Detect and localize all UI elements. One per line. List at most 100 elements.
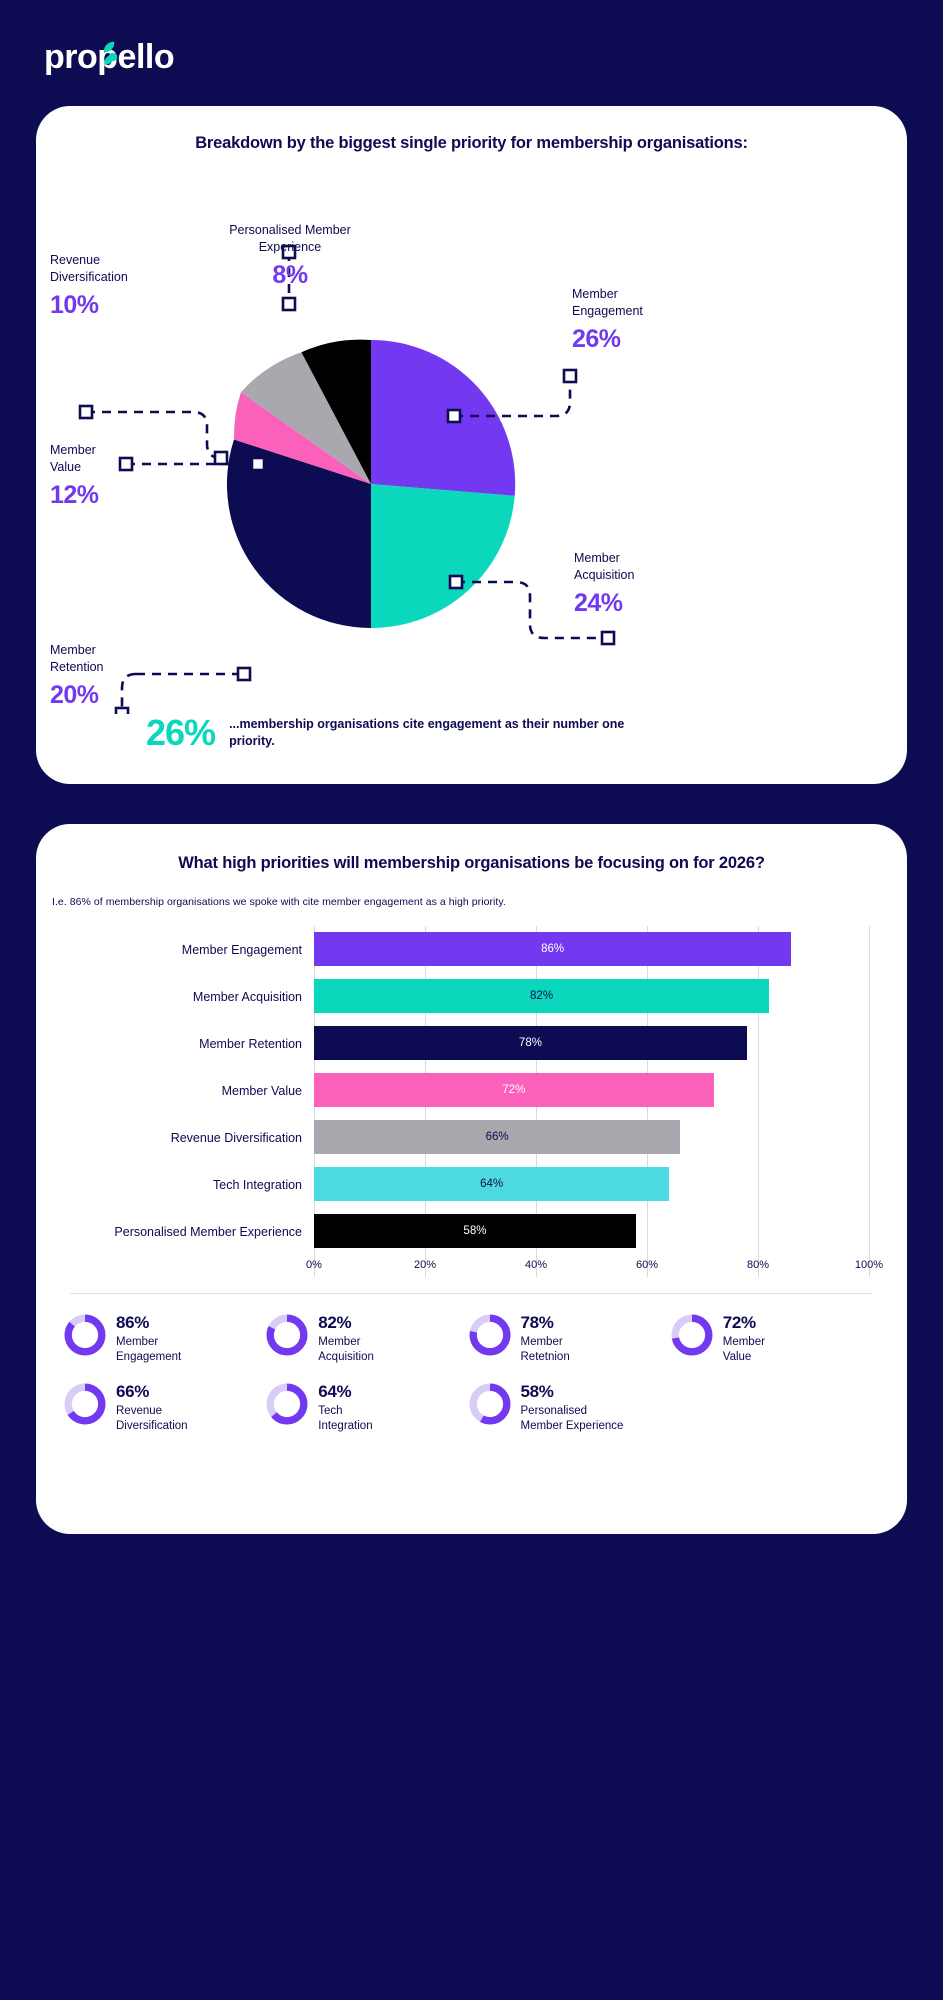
- pie-slice-member-value: [233, 392, 371, 485]
- donut-progress-icon: [266, 1383, 308, 1425]
- pie-leader-endpoints: [78, 244, 616, 715]
- pie-chart-card: Breakdown by the biggest single priority…: [36, 106, 907, 784]
- donut-stat-label: Personalised Member Experience: [520, 1405, 624, 1433]
- bar-chart-x-axis-ticks: 0% 20% 40% 60% 80% 100%: [306, 1257, 883, 1277]
- brand-logo: propello: [44, 38, 175, 77]
- donut-progress-icon: [469, 1383, 510, 1425]
- bar-value-label: 58%: [463, 1225, 487, 1238]
- pie-value-member-acquisition: 24%: [574, 589, 623, 618]
- x-axis-tick-label: 80%: [746, 1259, 770, 1272]
- donut-stat-label: Tech Integration: [318, 1405, 373, 1433]
- donut-stats-grid: 86% Member Engagement 82% Member Acquisitio…: [36, 1294, 907, 1450]
- bar-chart-x-axis: 0% 20% 40% 60% 80% 100%: [66, 1257, 883, 1277]
- bar-fill: 58%: [314, 1214, 636, 1249]
- donut-progress-icon: [64, 1314, 106, 1356]
- donut-stat-value: 72%: [722, 1313, 756, 1333]
- bar-fill: 72%: [314, 1073, 714, 1108]
- pie-label-member-value-line1: Member: [50, 443, 96, 458]
- bar-category-label: Member Acquisition: [192, 989, 302, 1004]
- pie-slice-personalised-member-experience: [301, 339, 371, 485]
- pie-label-member-engagement: Member Engagement 26%: [572, 286, 643, 357]
- pie-label-member-retention-line2: Retention: [50, 660, 104, 675]
- bar-row: Member Value 72%: [66, 1067, 869, 1114]
- bar-category-label: Revenue Diversification: [170, 1130, 302, 1145]
- bar-card-title: What high priorities will membership org…: [178, 854, 765, 872]
- bar-row: Member Acquisition 82%: [66, 973, 869, 1020]
- bar-track: 86%: [314, 926, 869, 973]
- endpoint-member-engagement-outer: [562, 368, 578, 384]
- donut-stat: 82% Member Acquisition: [266, 1312, 468, 1365]
- bar-category-label: Member Value: [221, 1083, 302, 1098]
- donut-stat-value: 64%: [318, 1382, 352, 1402]
- pie-label-personalised-line1: Personalised Member: [229, 223, 351, 238]
- pie-callout-banner: 26% ...membership organisations cite eng…: [146, 712, 629, 754]
- pie-label-member-engagement-line2: Engagement: [572, 304, 643, 319]
- pie-slice-member-retention: [226, 439, 371, 629]
- pie-slices: [226, 339, 516, 629]
- pie-label-personalised-member-experience: Personalised Member Experience 8%: [194, 222, 386, 293]
- bar-track: 82%: [314, 973, 869, 1020]
- donut-progress-icon: [671, 1314, 713, 1356]
- pie-label-member-engagement-line1: Member: [572, 287, 618, 302]
- leader-member-engagement: [454, 376, 572, 418]
- donut-stat-value: 58%: [520, 1382, 554, 1402]
- donut-stat-label: Member Engagement: [116, 1336, 182, 1364]
- leader-member-acquisition: [456, 580, 608, 640]
- bar-fill: 66%: [314, 1120, 681, 1155]
- pie-label-member-value-line2: Value: [50, 460, 82, 475]
- endpoint-revenue-diversification-outer: [78, 404, 94, 420]
- donut-stat-label: Member Acquisition: [318, 1336, 374, 1364]
- bar-track: 58%: [314, 1208, 869, 1255]
- donut-stat: 72% Member Value: [671, 1312, 873, 1365]
- endpoint-member-retention-inner: [236, 666, 252, 682]
- donut-progress-icon: [469, 1314, 510, 1356]
- donut-stat-text: 82% Member Acquisition: [318, 1312, 374, 1365]
- bar-fill: 78%: [314, 1026, 747, 1061]
- endpoint-member-value-inner: [250, 456, 266, 472]
- donut-stat-text: 58% Personalised Member Experience: [521, 1381, 624, 1434]
- pie-slice-member-acquisition: [371, 484, 515, 629]
- bar-fill: 86%: [314, 932, 792, 967]
- donut-progress-icon: [266, 1314, 308, 1356]
- endpoint-member-acquisition-inner: [448, 574, 464, 590]
- bar-value-label: 82%: [530, 990, 554, 1003]
- donut-stat-label: Member Value: [722, 1336, 765, 1364]
- x-axis-tick-label: 20%: [413, 1259, 437, 1272]
- endpoint-member-retention-outer: [114, 706, 130, 715]
- endpoint-member-value-outer: [118, 456, 134, 472]
- donut-stat-text: 66% Revenue Diversification: [116, 1381, 188, 1434]
- donut-stat-text: 78% Member Retetnion: [521, 1312, 570, 1365]
- pie-label-revenue-diversification: Revenue Diversification 10%: [50, 252, 128, 323]
- donut-stat-text: 64% Tech Integration: [318, 1381, 372, 1434]
- pie-label-member-acquisition-line1: Member: [574, 551, 620, 566]
- bar-value-label: 78%: [518, 1037, 542, 1050]
- bar-value-label: 86%: [541, 943, 565, 956]
- x-axis-tick-label: 0%: [306, 1259, 322, 1272]
- pie-value-member-value: 12%: [50, 481, 99, 510]
- bar-row: Personalised Member Experience 58%: [66, 1208, 869, 1255]
- bar-row: Member Engagement 86%: [66, 926, 869, 973]
- bar-value-label: 72%: [502, 1084, 526, 1097]
- pie-label-member-acquisition: Member Acquisition 24%: [574, 550, 634, 621]
- pie-value-member-retention: 20%: [50, 681, 99, 710]
- pie-card-title: Breakdown by the biggest single priority…: [195, 134, 748, 152]
- bar-track: 78%: [314, 1020, 869, 1067]
- pie-label-member-value: Member Value 12%: [50, 442, 99, 513]
- bar-track: 72%: [314, 1067, 869, 1114]
- bar-track: 64%: [314, 1161, 869, 1208]
- bar-category-label: Personalised Member Experience: [114, 1224, 302, 1239]
- donut-stat-text: 86% Member Engagement: [116, 1312, 181, 1365]
- bar-row: Tech Integration 64%: [66, 1161, 869, 1208]
- bar-fill: 82%: [314, 979, 770, 1014]
- pie-label-revenue-diversification-line2: Diversification: [50, 270, 128, 285]
- bar-chart: Member Engagement 86% Member Acquisition 82…: [36, 926, 907, 1278]
- donut-stat: 86% Member Engagement: [64, 1312, 266, 1365]
- endpoint-personalised-bottom: [281, 296, 297, 312]
- donut-progress-icon: [64, 1383, 106, 1425]
- propello-mark-icon: [103, 41, 118, 65]
- bar-track: 66%: [314, 1114, 869, 1161]
- donut-stat: 64% Tech Integration: [266, 1381, 468, 1434]
- endpoint-personalised-top: [281, 244, 297, 260]
- donut-stat: 66% Revenue Diversification: [64, 1381, 266, 1434]
- leader-member-retention-v: [120, 672, 137, 715]
